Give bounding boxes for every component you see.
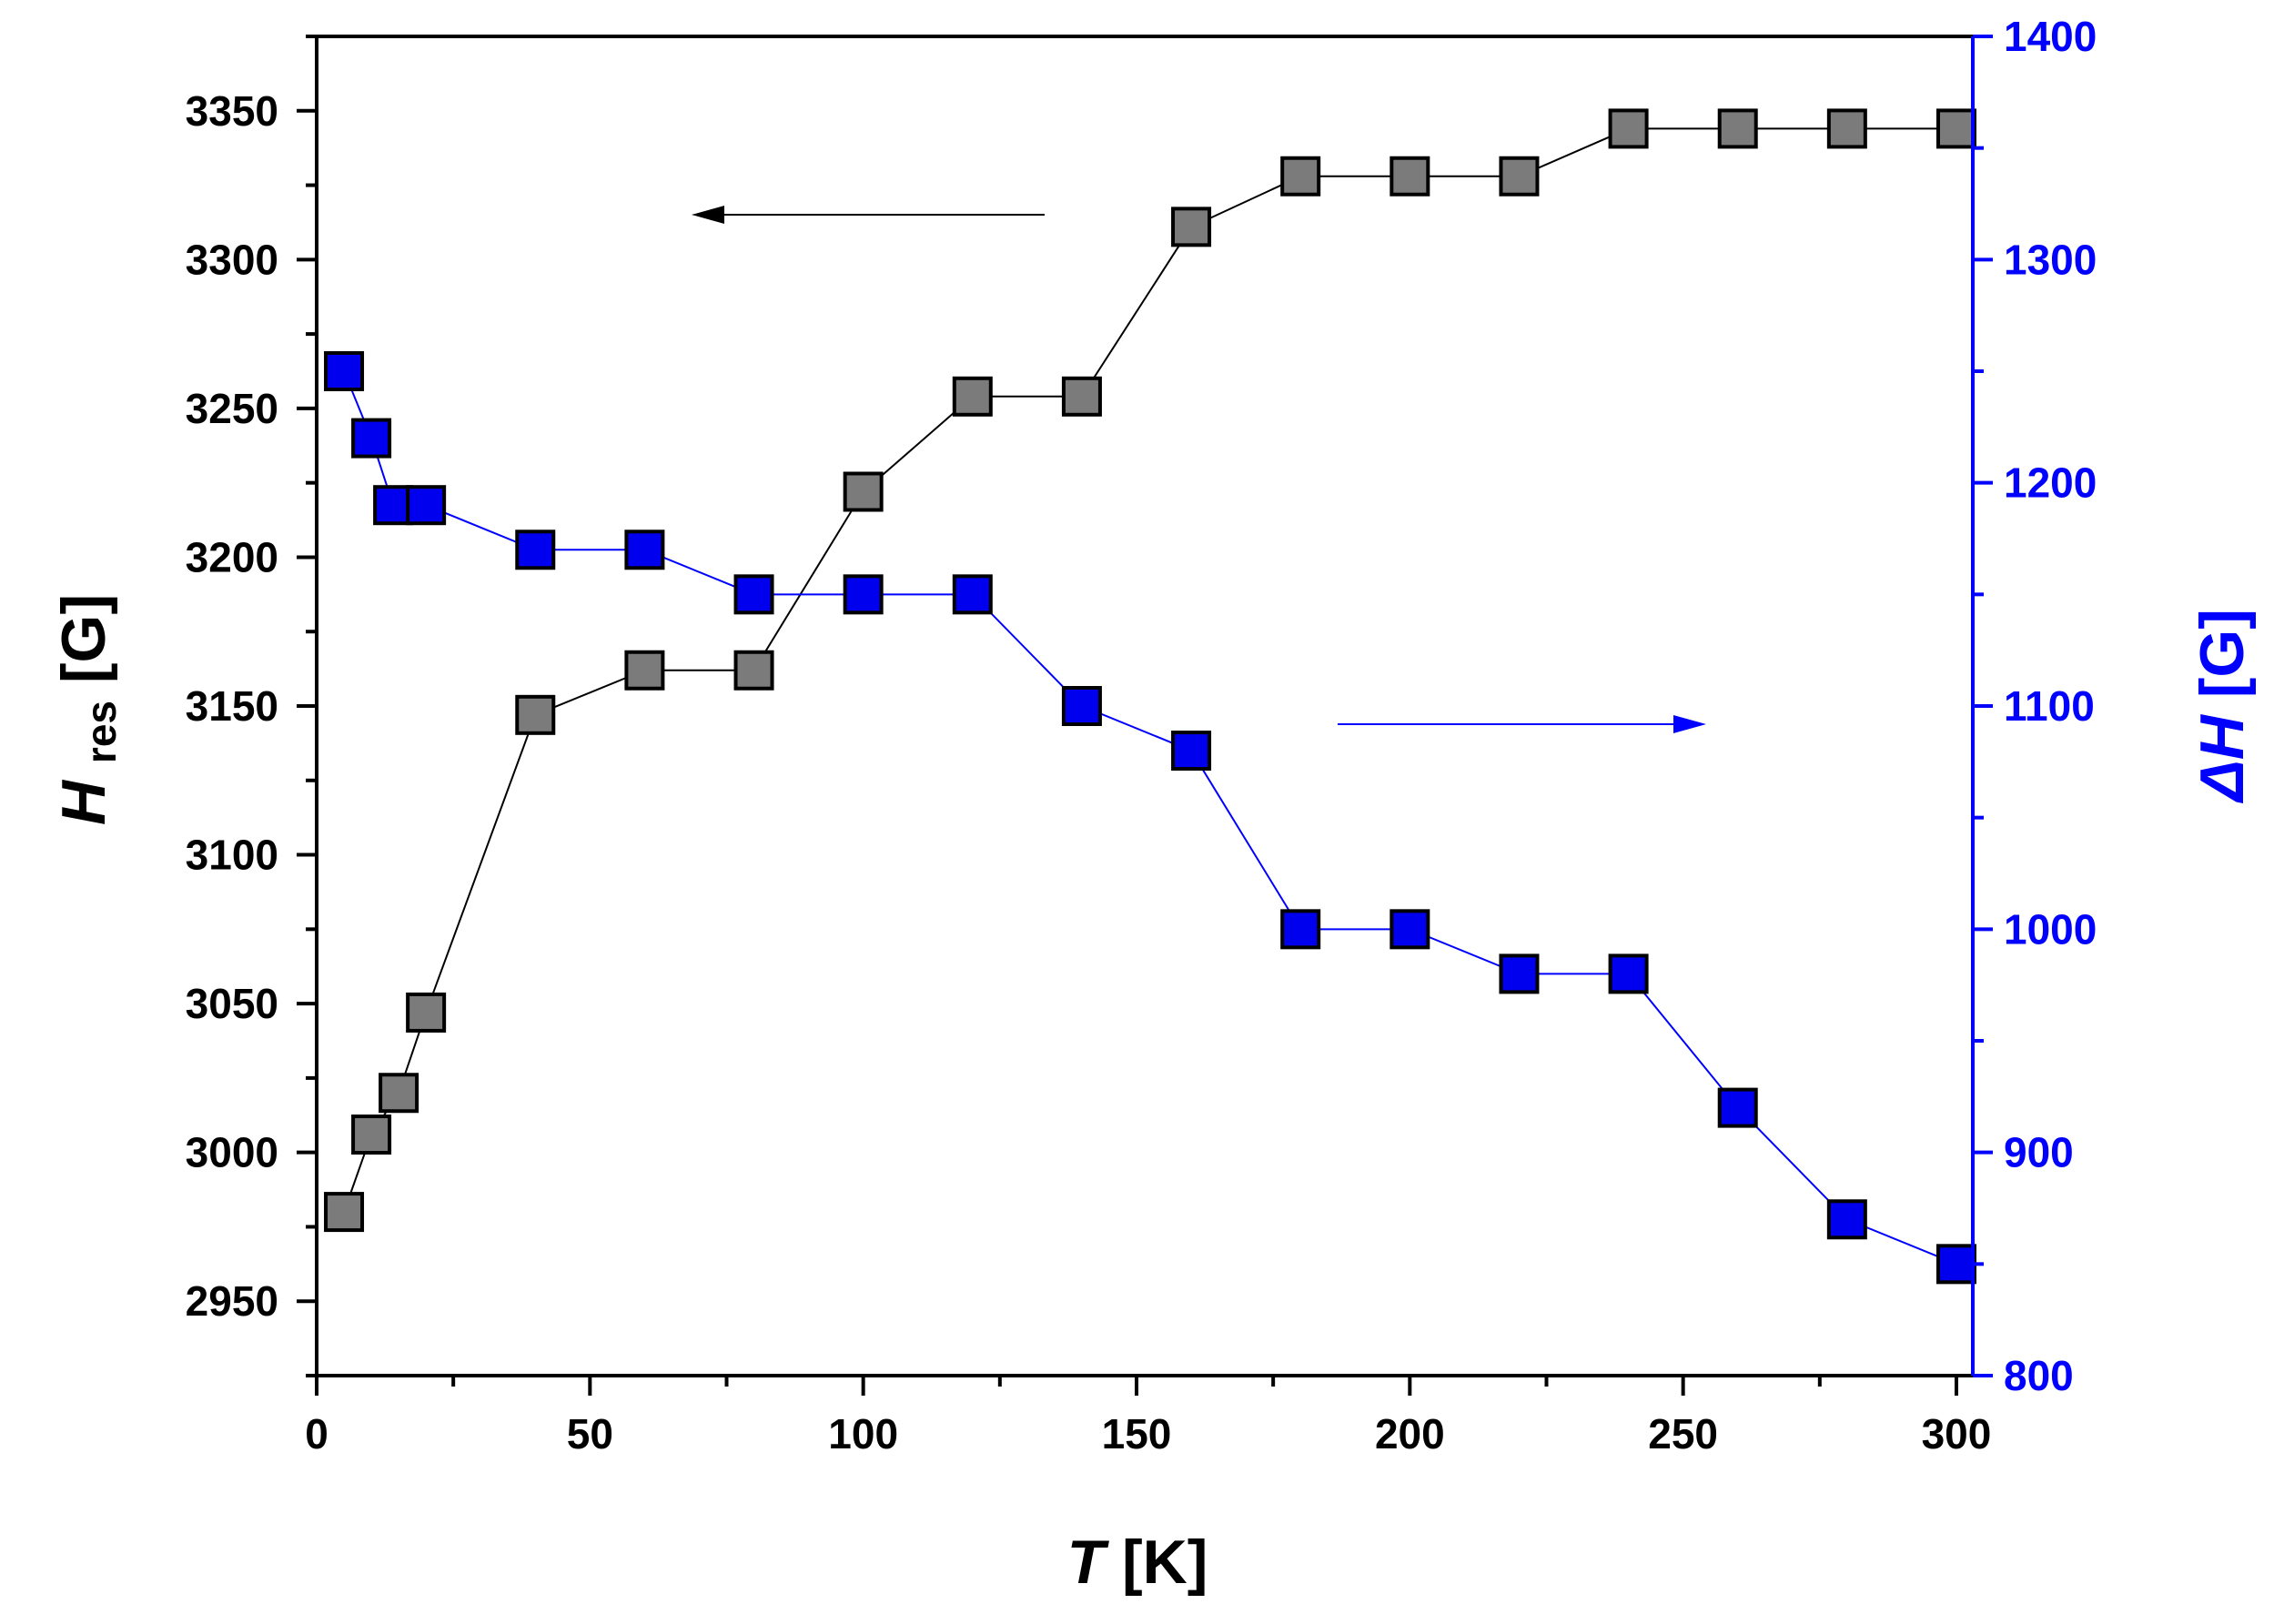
y-right-tick-label: 800 bbox=[2004, 1352, 2074, 1399]
data-point-delta-h bbox=[1826, 1199, 1867, 1240]
data-point-hres bbox=[1280, 156, 1321, 197]
data-point-delta-h bbox=[1935, 1244, 1976, 1285]
y-left-tick-label: 3000 bbox=[186, 1129, 278, 1176]
x-tick-label: 150 bbox=[1102, 1410, 1172, 1458]
data-point-delta-h bbox=[515, 530, 556, 570]
data-point-delta-h bbox=[324, 351, 365, 391]
y-left-tick-label: 2950 bbox=[186, 1277, 278, 1325]
y-left-tick-label: 3200 bbox=[186, 533, 278, 580]
series-lines bbox=[343, 127, 1957, 1266]
y-right-tick-label: 1400 bbox=[2004, 13, 2097, 60]
y-left-tick-label: 3150 bbox=[186, 682, 278, 730]
data-point-delta-h bbox=[1608, 953, 1649, 994]
data-point-delta-h bbox=[1061, 686, 1102, 726]
data-point-delta-h bbox=[733, 574, 774, 615]
y-right-axis-symbol: ΔH bbox=[2188, 713, 2257, 804]
data-point-hres bbox=[1935, 108, 1976, 149]
data-point-delta-h bbox=[1717, 1087, 1758, 1128]
data-point-hres bbox=[515, 694, 556, 735]
x-axis-title: T [K] bbox=[1067, 1528, 1208, 1597]
y-right-tick-label: 1100 bbox=[2004, 682, 2095, 730]
y-left-tick-label: 3300 bbox=[186, 236, 278, 283]
tick-labels: 0 50 100 150 200 250 300 2950 3000 3050 3100 3150 32… bbox=[186, 13, 2097, 1458]
axes bbox=[315, 35, 1975, 1377]
y-right-tick-label: 1300 bbox=[2004, 236, 2097, 283]
data-point-delta-h bbox=[1499, 953, 1540, 994]
data-point-hres bbox=[1608, 108, 1649, 149]
data-point-delta-h bbox=[373, 485, 414, 526]
data-point-delta-h bbox=[1280, 909, 1321, 950]
data-point-hres bbox=[733, 650, 774, 691]
y-left-axis-unit: [G] bbox=[49, 594, 118, 683]
x-tick-label: 0 bbox=[305, 1410, 328, 1458]
data-point-hres bbox=[1826, 108, 1867, 149]
y-left-tick-label: 3350 bbox=[186, 87, 278, 135]
y-left-axis-title: H res [G] bbox=[49, 594, 129, 825]
x-tick-label: 250 bbox=[1648, 1410, 1718, 1458]
data-point-hres bbox=[843, 471, 884, 512]
data-point-hres bbox=[1390, 156, 1430, 197]
data-point-hres bbox=[406, 992, 447, 1033]
data-point-delta-h bbox=[624, 530, 665, 570]
series-line-hres bbox=[343, 127, 1956, 1213]
y-right-tick-label: 1000 bbox=[2004, 905, 2097, 953]
data-point-hres bbox=[379, 1073, 419, 1114]
data-point-hres bbox=[351, 1115, 392, 1155]
y-left-axis-symbol: H bbox=[49, 779, 118, 825]
x-tick-label: 100 bbox=[828, 1410, 898, 1458]
data-point-hres bbox=[1171, 207, 1212, 247]
data-point-hres bbox=[952, 376, 993, 417]
x-axis-unit: [K] bbox=[1122, 1528, 1208, 1597]
y-left-axis-subscript: res bbox=[77, 701, 125, 763]
x-tick-label: 300 bbox=[1922, 1410, 1992, 1458]
series-line-delta-h bbox=[343, 370, 1957, 1266]
x-tick-label: 200 bbox=[1375, 1410, 1445, 1458]
y-left-tick-label: 3050 bbox=[186, 980, 278, 1027]
data-point-delta-h bbox=[1171, 731, 1212, 772]
data-point-hres bbox=[624, 650, 665, 691]
y-right-axis-title: ΔH [G] bbox=[2188, 609, 2257, 804]
data-point-delta-h bbox=[1390, 909, 1430, 950]
y-right-tick-label: 900 bbox=[2004, 1129, 2074, 1176]
series-markers bbox=[324, 108, 1976, 1285]
data-point-hres bbox=[1061, 376, 1102, 417]
y-left-tick-label: 3100 bbox=[186, 832, 278, 879]
x-axis-symbol: T bbox=[1067, 1528, 1110, 1597]
data-point-delta-h bbox=[843, 574, 884, 615]
annotation-arrows bbox=[692, 206, 1706, 733]
data-point-delta-h bbox=[351, 418, 392, 459]
data-point-delta-h bbox=[406, 485, 447, 526]
y-right-axis-unit: [G] bbox=[2188, 609, 2257, 698]
arrow-right-head bbox=[1673, 715, 1706, 733]
data-point-hres bbox=[1717, 108, 1758, 149]
y-right-tick-label: 1200 bbox=[2004, 459, 2097, 507]
arrow-left-head bbox=[692, 206, 724, 224]
data-point-delta-h bbox=[952, 574, 993, 615]
data-point-hres bbox=[1499, 156, 1540, 197]
y-left-tick-label: 3250 bbox=[186, 385, 278, 432]
data-point-hres bbox=[324, 1192, 365, 1233]
x-tick-label: 50 bbox=[567, 1410, 613, 1458]
tick-marks bbox=[297, 35, 1993, 1396]
